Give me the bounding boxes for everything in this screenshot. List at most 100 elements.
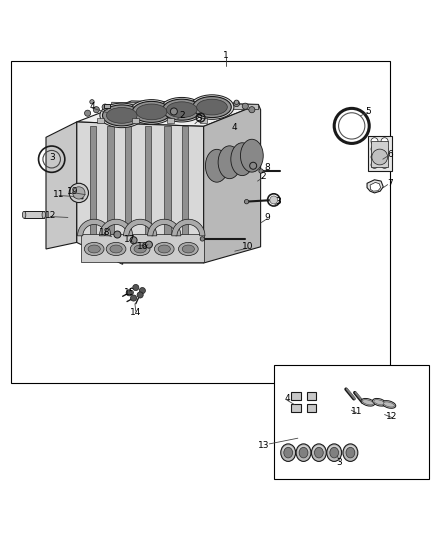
Ellipse shape <box>314 447 323 458</box>
Ellipse shape <box>362 400 374 405</box>
Ellipse shape <box>22 211 26 219</box>
Ellipse shape <box>158 245 170 253</box>
Text: 4: 4 <box>284 394 290 403</box>
Circle shape <box>137 292 143 298</box>
Text: 3: 3 <box>196 114 202 123</box>
Text: 6: 6 <box>388 150 393 159</box>
Ellipse shape <box>299 447 308 458</box>
Bar <box>371 141 388 167</box>
Ellipse shape <box>162 99 201 120</box>
Text: 3: 3 <box>49 152 56 161</box>
Circle shape <box>114 231 121 238</box>
Ellipse shape <box>131 243 150 255</box>
Ellipse shape <box>106 243 126 255</box>
Text: 12: 12 <box>45 211 56 220</box>
Polygon shape <box>182 126 188 240</box>
Polygon shape <box>81 233 204 262</box>
Text: 13: 13 <box>258 441 269 450</box>
Ellipse shape <box>154 243 174 255</box>
Ellipse shape <box>374 400 385 405</box>
Polygon shape <box>77 122 204 264</box>
Ellipse shape <box>284 447 293 458</box>
Ellipse shape <box>190 95 234 119</box>
Circle shape <box>372 149 388 165</box>
Bar <box>291 392 301 400</box>
Ellipse shape <box>42 211 46 219</box>
Ellipse shape <box>179 243 198 255</box>
Polygon shape <box>112 102 258 110</box>
Circle shape <box>69 183 88 203</box>
Bar <box>307 404 316 412</box>
Text: 17: 17 <box>124 235 135 244</box>
Circle shape <box>170 108 177 115</box>
Ellipse shape <box>259 169 263 173</box>
Ellipse shape <box>231 143 254 175</box>
Ellipse shape <box>346 447 355 458</box>
Text: 8: 8 <box>264 164 270 173</box>
Circle shape <box>139 287 145 294</box>
Circle shape <box>381 138 388 145</box>
Circle shape <box>371 138 378 145</box>
Ellipse shape <box>200 237 205 241</box>
Ellipse shape <box>296 444 311 462</box>
Circle shape <box>102 104 108 110</box>
Ellipse shape <box>361 399 375 406</box>
Text: 14: 14 <box>130 308 141 317</box>
Polygon shape <box>148 219 181 236</box>
Ellipse shape <box>193 96 231 118</box>
Polygon shape <box>167 118 174 123</box>
Text: 1: 1 <box>223 51 229 60</box>
Ellipse shape <box>372 399 386 406</box>
Bar <box>291 404 301 412</box>
Polygon shape <box>97 118 104 123</box>
Polygon shape <box>90 126 96 240</box>
Circle shape <box>145 241 152 248</box>
Ellipse shape <box>134 245 146 253</box>
Polygon shape <box>200 118 207 123</box>
Ellipse shape <box>88 245 100 253</box>
Ellipse shape <box>106 108 137 123</box>
Circle shape <box>242 103 248 109</box>
Bar <box>104 103 110 108</box>
Text: 18: 18 <box>99 228 111 237</box>
Polygon shape <box>77 101 258 126</box>
Polygon shape <box>164 126 171 240</box>
Bar <box>24 211 44 219</box>
Circle shape <box>250 162 257 169</box>
Ellipse shape <box>197 99 227 115</box>
Circle shape <box>133 285 139 290</box>
Polygon shape <box>107 126 114 240</box>
Ellipse shape <box>330 447 339 458</box>
Text: 3: 3 <box>336 458 343 467</box>
Text: 11: 11 <box>53 190 65 199</box>
Ellipse shape <box>383 402 395 407</box>
Text: 11: 11 <box>351 407 363 416</box>
Circle shape <box>130 237 137 244</box>
Circle shape <box>249 107 255 113</box>
Circle shape <box>73 187 85 199</box>
Bar <box>11 61 390 383</box>
Polygon shape <box>172 219 205 236</box>
Text: 15: 15 <box>124 288 135 297</box>
Ellipse shape <box>84 243 104 255</box>
Polygon shape <box>125 126 131 240</box>
Circle shape <box>131 295 137 301</box>
Text: 4: 4 <box>89 102 95 111</box>
Polygon shape <box>46 122 77 249</box>
Polygon shape <box>145 126 151 240</box>
Ellipse shape <box>327 444 342 462</box>
Ellipse shape <box>311 444 326 462</box>
Ellipse shape <box>166 102 197 118</box>
Text: 7: 7 <box>388 179 393 188</box>
Ellipse shape <box>343 444 358 462</box>
Text: 9: 9 <box>264 213 270 222</box>
Ellipse shape <box>160 98 204 122</box>
Circle shape <box>371 154 378 160</box>
Ellipse shape <box>132 101 171 123</box>
Circle shape <box>126 290 132 296</box>
Text: 2: 2 <box>179 111 184 120</box>
Text: 12: 12 <box>386 412 398 421</box>
Circle shape <box>381 154 388 160</box>
Text: 19: 19 <box>67 187 78 196</box>
Circle shape <box>93 107 99 113</box>
